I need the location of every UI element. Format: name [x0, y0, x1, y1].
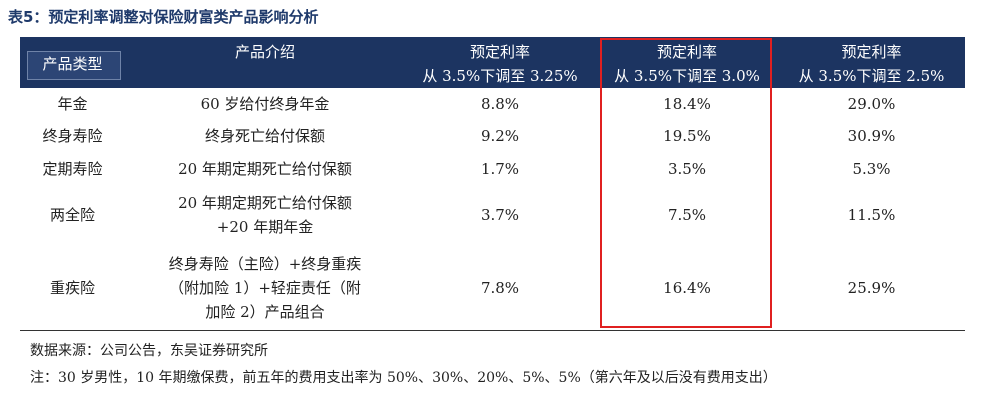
- cell-text: 7.8%: [480, 278, 520, 297]
- intro-cell: 终身死亡给付保额: [125, 120, 405, 152]
- intro-cell: 终身寿险（主险）+终身重疾 （附加险 1）+轻症责任（附 加险 2）产品组合: [125, 245, 405, 330]
- cell-text: 11.5%: [847, 206, 896, 224]
- cell-text: 产品类型: [42, 55, 103, 73]
- type-cell: 重疾险: [20, 245, 125, 330]
- cell-text: 29.0%: [847, 95, 896, 113]
- intro-cell: 60 岁给付终身年金: [125, 88, 405, 120]
- cell-text: 终身寿险（主险）+终身重疾: [168, 254, 362, 273]
- header-cell: 预定利率从 3.5%下调至 3.0%: [598, 40, 776, 88]
- header-cell: 预定利率从 3.5%下调至 3.25%: [405, 40, 595, 88]
- cell-text: 定期寿险: [42, 159, 103, 178]
- header-cell: 产品类型: [20, 52, 125, 76]
- cell-text: 终身死亡给付保额: [204, 127, 325, 145]
- value-cell: 18.4%: [598, 88, 776, 120]
- cell-text: 7.5%: [667, 206, 707, 224]
- value-cell: 8.8%: [405, 88, 595, 120]
- cell-text: 年金: [57, 95, 88, 113]
- type-cell: 终身寿险: [20, 120, 125, 152]
- cell-text: 18.4%: [663, 95, 711, 113]
- cell-text: 30.9%: [847, 127, 896, 145]
- footnote: 注：30 岁男性，10 年期缴保费，前五年的费用支出率为 50%、30%、20%…: [30, 370, 777, 386]
- header-cell: 预定利率从 3.5%下调至 2.5%: [778, 40, 965, 88]
- value-cell: 25.9%: [778, 245, 965, 330]
- intro-cell: 20 年期定期死亡给付保额 +20 年期年金: [125, 185, 405, 245]
- header-cell: 产品介绍: [125, 40, 405, 64]
- table-bottom-rule: [20, 330, 965, 331]
- highlight-box: [600, 38, 772, 328]
- cell-text: 20 年期定期死亡给付保额: [178, 159, 352, 178]
- value-cell: 30.9%: [778, 120, 965, 152]
- source-note: 数据来源：公司公告，东吴证券研究所: [30, 343, 268, 359]
- cell-text: 预定利率: [841, 43, 902, 61]
- value-cell: 9.2%: [405, 120, 595, 152]
- value-cell: 3.5%: [598, 152, 776, 185]
- cell-text: 终身寿险: [42, 127, 103, 145]
- value-cell: 7.8%: [405, 245, 595, 330]
- cell-text: 60 岁给付终身年金: [200, 95, 330, 113]
- value-cell: 3.7%: [405, 185, 595, 245]
- intro-cell: 20 年期定期死亡给付保额: [125, 152, 405, 185]
- type-cell: 两全险: [20, 185, 125, 245]
- cell-text: 3.5%: [667, 159, 707, 178]
- type-cell: 年金: [20, 88, 125, 120]
- cell-text: 16.4%: [663, 278, 711, 297]
- cell-text: 预定利率: [469, 43, 530, 61]
- value-cell: 5.3%: [778, 152, 965, 185]
- cell-text: 加险 2）产品组合: [205, 302, 325, 321]
- table-header: [20, 37, 965, 88]
- cell-text: 8.8%: [480, 95, 520, 113]
- cell-text: 19.5%: [663, 127, 711, 145]
- cell-text: 5.3%: [852, 159, 891, 178]
- cell-text: +20 年期年金: [216, 218, 314, 236]
- type-cell: 定期寿险: [20, 152, 125, 185]
- value-cell: 29.0%: [778, 88, 965, 120]
- cell-text: 3.7%: [480, 206, 520, 224]
- cell-text: 预定利率: [656, 43, 717, 61]
- value-cell: 7.5%: [598, 185, 776, 245]
- cell-text: 20 年期定期死亡给付保额: [178, 194, 352, 212]
- cell-text: 从 3.5%下调至 2.5%: [798, 67, 945, 85]
- cell-text: 9.2%: [480, 127, 520, 145]
- cell-text: 产品介绍: [234, 43, 295, 61]
- cell-text: 两全险: [49, 206, 95, 224]
- header-box: [27, 51, 121, 80]
- value-cell: 19.5%: [598, 120, 776, 152]
- value-cell: 11.5%: [778, 185, 965, 245]
- cell-text: 25.9%: [847, 278, 896, 297]
- cell-text: 1.7%: [480, 159, 520, 178]
- value-cell: 16.4%: [598, 245, 776, 330]
- cell-text: 从 3.5%下调至 3.25%: [422, 67, 578, 85]
- cell-text: （附加险 1）+轻症责任（附: [169, 278, 361, 297]
- table-title: 表5：预定利率调整对保险财富类产品影响分析: [8, 8, 319, 26]
- value-cell: 1.7%: [405, 152, 595, 185]
- cell-text: 重疾险: [49, 278, 95, 297]
- cell-text: 从 3.5%下调至 3.0%: [614, 67, 760, 85]
